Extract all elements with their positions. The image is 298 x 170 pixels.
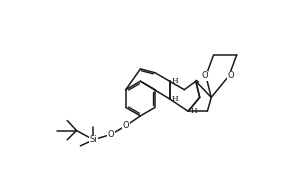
Text: H: H [190, 107, 197, 115]
Text: H: H [172, 77, 179, 85]
Text: O: O [108, 130, 114, 139]
Text: O: O [227, 71, 234, 80]
Text: Si: Si [90, 135, 97, 144]
Polygon shape [195, 79, 200, 83]
Text: H: H [172, 95, 179, 103]
Text: O: O [201, 71, 208, 80]
Text: O: O [122, 121, 129, 130]
